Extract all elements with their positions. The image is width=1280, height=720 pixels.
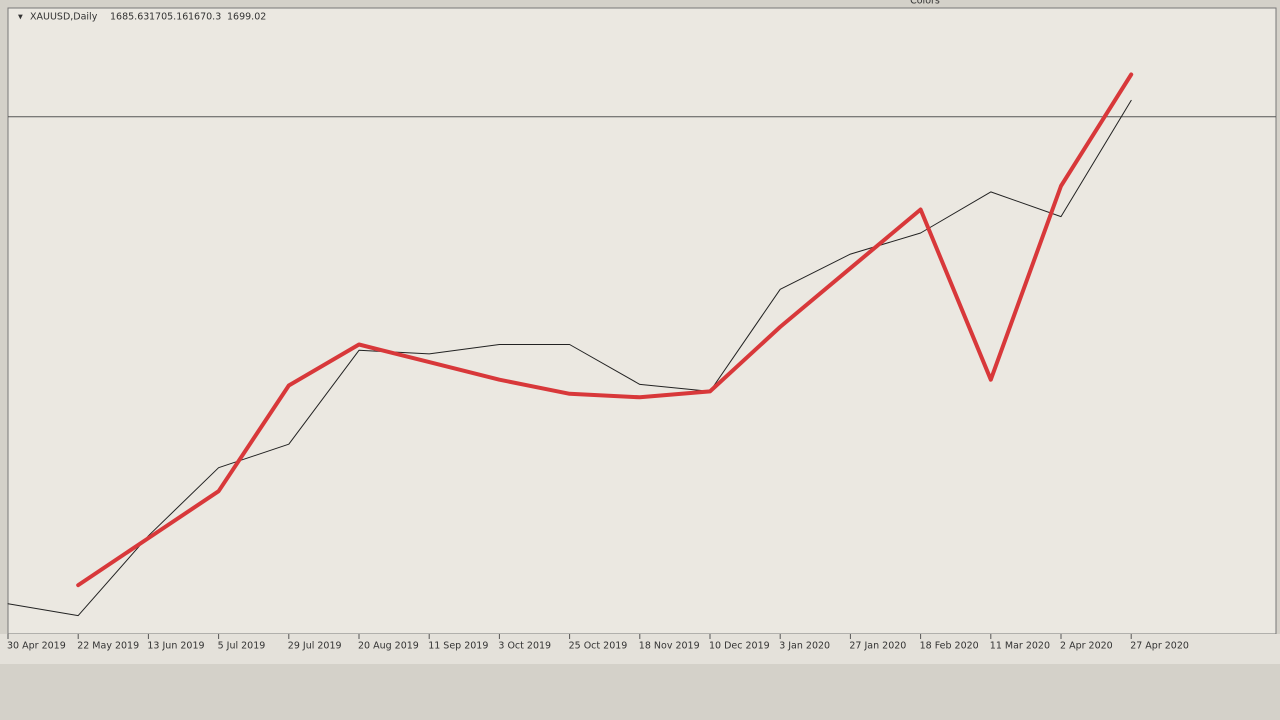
x-tick-label: 30 Apr 2019 — [7, 641, 66, 652]
x-tick-label: 2 Apr 2020 — [1060, 641, 1113, 652]
x-tick-label: 20 Aug 2019 — [358, 641, 419, 652]
x-tick-label: 13 Jun 2019 — [147, 641, 204, 652]
x-tick-label: 3 Jan 2020 — [779, 641, 830, 652]
x-tick-label: 10 Dec 2019 — [709, 641, 770, 652]
x-tick-label: 11 Mar 2020 — [990, 641, 1050, 652]
x-tick-label: 5 Jul 2019 — [218, 641, 266, 652]
x-tick-label: 27 Jan 2020 — [849, 641, 906, 652]
x-tick-label: 3 Oct 2019 — [498, 641, 551, 652]
ohlc-value: 1699.02 — [227, 12, 266, 23]
chart-title: XAUUSD,Daily — [30, 12, 98, 23]
x-tick-label: 27 Apr 2020 — [1130, 641, 1189, 652]
chart-title-marker: ▾ — [18, 12, 23, 23]
plot-area — [7, 7, 1277, 635]
ohlc-value: 1685.63 — [110, 12, 149, 23]
x-tick-label: 11 Sep 2019 — [428, 641, 488, 652]
price-line-series — [7, 99, 1132, 617]
window-title: Colors — [910, 0, 940, 7]
ohlc-value: 1705.16 — [149, 12, 188, 23]
x-tick-label: 22 May 2019 — [77, 641, 139, 652]
x-tick-label: 29 Jul 2019 — [288, 641, 342, 652]
drawn-trend-line — [76, 72, 1134, 588]
x-tick-label: 25 Oct 2019 — [569, 641, 628, 652]
x-tick-label: 18 Nov 2019 — [639, 641, 700, 652]
ohlc-value: 1670.3 — [188, 12, 221, 23]
x-tick-label: 18 Feb 2020 — [920, 641, 979, 652]
